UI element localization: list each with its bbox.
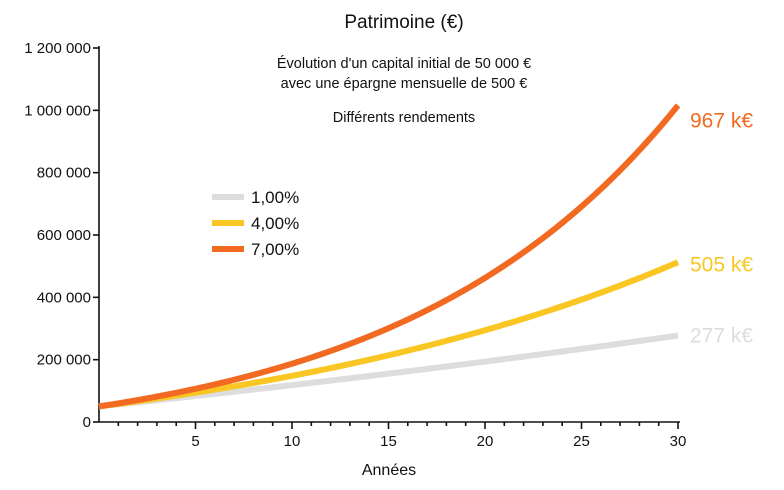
series-end-labels: 277 k€ 505 k€ 967 k€ — [690, 110, 753, 348]
series-line-1 — [97, 332, 680, 410]
legend-label-1: 1,00% — [251, 188, 299, 207]
y-tick-label: 600 000 — [37, 227, 91, 244]
series-line-2 — [97, 259, 680, 410]
y-tick-label: 0 — [83, 414, 91, 431]
series-end-label-3: 967 k€ — [690, 110, 753, 133]
y-tick-label: 1 200 000 — [24, 40, 91, 57]
y-tick-label: 1 000 000 — [24, 102, 91, 119]
chart-subtitle-rendements: Différents rendements — [333, 110, 475, 126]
y-tick-label: 400 000 — [37, 289, 91, 306]
chart-subtitle-line-2: avec une épargne mensuelle de 500 € — [281, 76, 528, 92]
legend-label-2: 4,00% — [251, 214, 299, 233]
chart-title: Patrimoine (€) — [344, 12, 463, 33]
chart-subtitle-line-1: Évolution d'un capital initial de 50 000… — [277, 55, 531, 72]
x-tick-label: 20 — [477, 433, 494, 450]
legend-label-3: 7,00% — [251, 240, 299, 259]
y-axis: 0 200 000 400 000 600 000 800 000 1 000 000 1 … — [24, 40, 100, 431]
y-tick-label: 800 000 — [37, 165, 91, 182]
series-line-3 — [97, 103, 681, 410]
x-tick-label: 5 — [191, 433, 199, 450]
x-tick-label: 25 — [573, 433, 590, 450]
y-tick-label: 200 000 — [37, 352, 91, 369]
series-end-label-2: 505 k€ — [690, 254, 753, 277]
x-tick-label: 30 — [670, 433, 687, 450]
x-tick-label: 15 — [380, 433, 397, 450]
series-curves — [97, 103, 681, 410]
series-end-label-1: 277 k€ — [690, 325, 753, 348]
x-tick-label: 10 — [284, 433, 301, 450]
legend: 1,00% 4,00% 7,00% — [212, 188, 299, 259]
x-axis: 5 10 15 20 25 30 — [99, 421, 687, 450]
x-axis-label: Années — [362, 462, 416, 479]
